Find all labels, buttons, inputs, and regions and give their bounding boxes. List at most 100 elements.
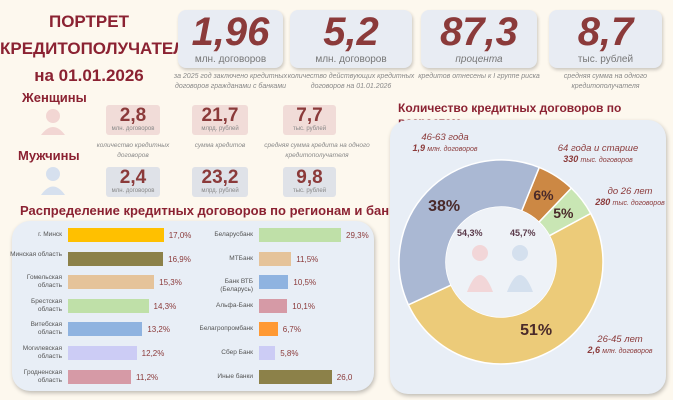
stat-unit: млрд. рублей: [201, 126, 239, 132]
men-stat-box: 23,2 млрд. рублей: [192, 167, 248, 197]
age-group: 64 года и старше: [557, 143, 639, 154]
bar-category-label: Беларусбанк: [214, 231, 253, 238]
title-line: КРЕДИТОПОЛУЧАТЕЛЯ: [0, 39, 198, 58]
bar: [68, 369, 132, 384]
stat-value: 1,96: [191, 10, 270, 54]
bar-category-label: Могилевская область: [22, 345, 62, 360]
bar-value-label: 10,5%: [293, 278, 317, 288]
women-stat-box: 2,8 млн. договоров: [106, 105, 160, 135]
contracts-count: 280 тыс. договоров: [590, 197, 670, 207]
bar-value-label: 13,2%: [147, 325, 170, 335]
age-group: 46-63 года: [421, 132, 469, 143]
stat-value: 9,8: [296, 167, 323, 188]
stat-caption: средняя сумма на одного кредитополучател…: [563, 73, 648, 90]
stat-value: 2,8: [119, 105, 147, 126]
stat-unit: тыс. рублей: [292, 188, 327, 194]
donut-pct-label: 6%: [533, 187, 554, 203]
stat-card: 87,3 процента: [421, 10, 537, 68]
bar-value-label: 11,5%: [296, 254, 319, 264]
donut-pct-label: 51%: [520, 322, 553, 340]
bar-value-label: 6,7%: [282, 325, 301, 335]
count-value: 2,6: [587, 345, 600, 355]
bar-category-label: г. Минск: [38, 231, 62, 238]
man-icon: [41, 167, 65, 195]
stat-card: 5,2 млн. договоров: [290, 10, 412, 68]
bar-category-label: Белагропромбанк: [199, 325, 253, 333]
donut-slice-label: 64 года и старше 330 тыс. договоров: [548, 143, 648, 164]
bar: [259, 251, 292, 266]
bar-category-label: Гомельская область: [26, 274, 62, 290]
bar-value-label: 11,2%: [136, 372, 159, 382]
bar-category-label: Иные банки: [217, 372, 253, 380]
bar-category-label: Банк ВТБ (Беларусь): [220, 278, 253, 294]
contracts-count: 2,6 млн. договоров: [575, 345, 665, 355]
bar: [259, 275, 289, 290]
bar-category-label: Минская область: [10, 250, 62, 258]
bar: [68, 346, 137, 360]
bar-value-label: 26,0: [336, 372, 353, 382]
women-label: Женщины: [22, 90, 87, 105]
women-stat-box: 7,7 тыс. рублей: [283, 105, 336, 135]
count-value: 280: [595, 197, 611, 207]
stat-card: 8,7 тыс. рублей: [549, 10, 662, 68]
bar-category-label: Сбер Банк: [221, 349, 253, 356]
bar-value-label: 17,0%: [168, 231, 192, 240]
donut-center: [446, 207, 556, 317]
donut-slice-label: 26-45 лет 2,6 млн. договоров: [575, 334, 665, 355]
bar: [68, 322, 143, 337]
donut-slice-label: 46-63 года 1,9 млн. договоров: [400, 132, 490, 153]
men-stat-box: 2,4 млн. договоров: [106, 167, 160, 197]
men-stat-box: 9,8 тыс. рублей: [283, 167, 336, 197]
bar-category-label: Альфа-Банк: [216, 301, 253, 309]
age-group: до 26 лет: [607, 186, 653, 197]
stat-caption: кредитов отнесены к I группе риска: [418, 73, 540, 80]
contracts-count: 330 тыс. договоров: [548, 154, 648, 164]
women-stat-box: 21,7 млрд. рублей: [192, 105, 248, 135]
stat-value: 2,4: [119, 167, 147, 188]
bar-category-label: МТБанк: [229, 254, 253, 262]
count-unit: тыс. договоров: [612, 200, 665, 207]
stat-unit: млн. договоров: [315, 54, 387, 65]
stat-unit: процента: [455, 54, 503, 65]
gender-caption: средняя сумма кредита на одного кредитоп…: [264, 142, 370, 159]
stat-value: 23,2: [201, 167, 239, 188]
title-date: на 01.01.2026: [34, 66, 144, 85]
bar-category-label: Гродненская область: [23, 368, 62, 384]
men-label: Мужчины: [18, 148, 80, 163]
age-group: 26-45 лет: [597, 334, 643, 345]
bar: [259, 322, 278, 337]
woman-icon: [467, 245, 493, 292]
bar-value-label: 29,3%: [346, 231, 369, 240]
bar-category-label: Брестская область: [30, 297, 62, 313]
stat-unit: млн. договоров: [194, 54, 267, 65]
man-icon: [507, 245, 533, 292]
bar: [259, 298, 288, 313]
title-line: ПОРТРЕТ: [48, 12, 129, 31]
bar: [68, 251, 164, 266]
stat-caption: за 2025 год заключено кредитных договоро…: [173, 73, 288, 90]
stat-unit: млн. договоров: [111, 126, 155, 132]
bar: [259, 228, 342, 242]
donut-pct-label: 38%: [428, 197, 461, 215]
stat-value: 87,3: [440, 10, 518, 54]
count-value: 330: [563, 154, 579, 164]
stat-card: 1,96 млн. договоров: [178, 10, 283, 68]
gender-caption: количество кредитных договоров: [96, 142, 170, 159]
contracts-count: 1,9 млн. договоров: [400, 143, 490, 153]
stat-value: 21,7: [201, 105, 239, 126]
bar: [68, 275, 155, 290]
bar-value-label: 15,3%: [159, 278, 182, 288]
donut-pct-label: 5%: [553, 205, 574, 222]
women-share: 54,3%: [457, 228, 483, 238]
bar: [259, 369, 332, 384]
bar: [68, 298, 149, 313]
count-value: 1,9: [412, 143, 425, 153]
stat-unit: млрд. рублей: [201, 188, 239, 194]
count-unit: млн. договоров: [602, 348, 653, 355]
bar: [68, 228, 164, 242]
page-title: ПОРТРЕТ КРЕДИТОПОЛУЧАТЕЛЯ на 01.01.2026: [0, 8, 198, 89]
bar: [259, 346, 276, 360]
count-unit: млн. договоров: [427, 146, 478, 153]
stat-unit: млн. договоров: [111, 188, 155, 194]
bar-value-label: 14,3%: [153, 301, 177, 311]
